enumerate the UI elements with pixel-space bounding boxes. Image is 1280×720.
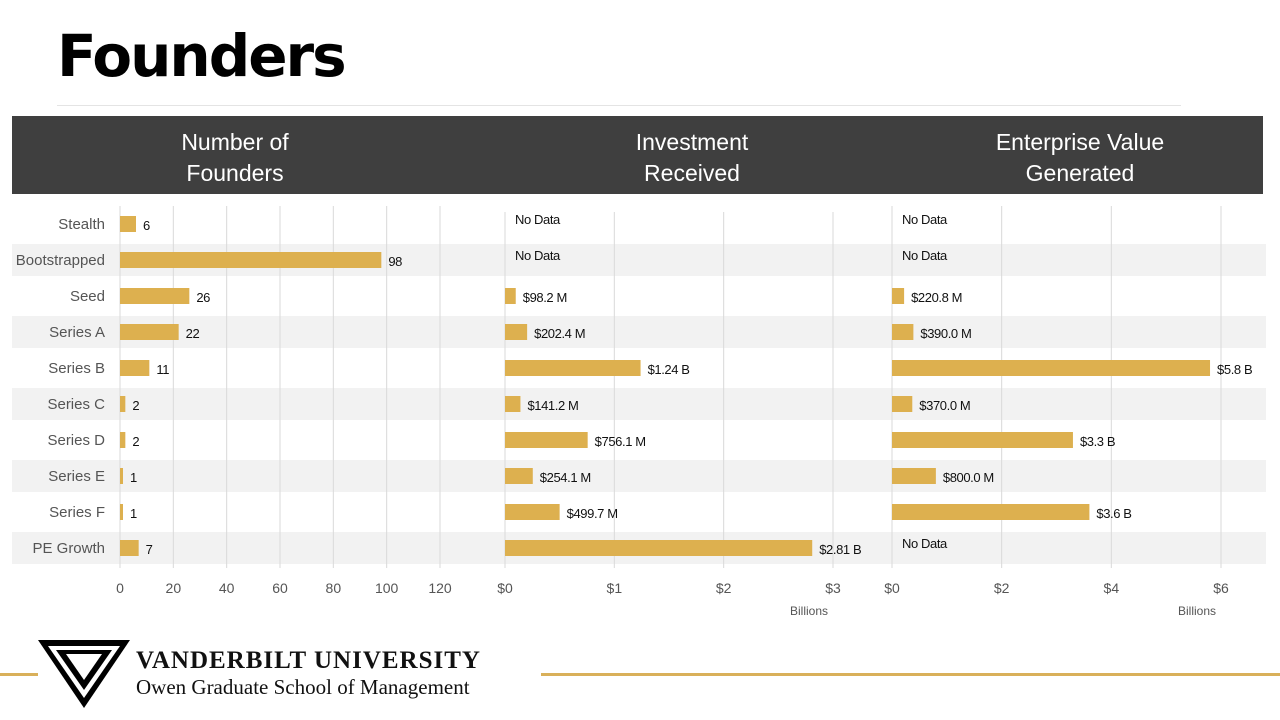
row-stripe bbox=[12, 388, 1266, 420]
no-data-label: No Data bbox=[902, 248, 948, 263]
axis-unit-label: Billions bbox=[790, 604, 828, 618]
category-label: PE Growth bbox=[32, 540, 105, 557]
data-label: $98.2 M bbox=[523, 290, 567, 305]
footer-rule-left bbox=[0, 673, 38, 676]
data-label: $141.2 M bbox=[527, 398, 578, 413]
bar bbox=[120, 468, 123, 484]
bar bbox=[505, 432, 588, 448]
data-label: $390.0 M bbox=[920, 326, 971, 341]
x-tick-label: 20 bbox=[166, 580, 182, 596]
bar bbox=[505, 360, 641, 376]
bar bbox=[892, 360, 1211, 376]
bar bbox=[505, 324, 528, 340]
category-label: Series D bbox=[47, 432, 105, 449]
data-label: $2.81 B bbox=[819, 542, 861, 557]
category-label: Seed bbox=[70, 288, 105, 305]
no-data-label: No Data bbox=[515, 248, 561, 263]
data-label: $3.3 B bbox=[1080, 434, 1115, 449]
bar bbox=[120, 396, 126, 412]
x-tick-label: 60 bbox=[272, 580, 288, 596]
data-label: $220.8 M bbox=[911, 290, 962, 305]
school-name: Owen Graduate School of Management bbox=[136, 675, 470, 699]
data-label: 98 bbox=[388, 254, 402, 269]
title-divider bbox=[57, 105, 1181, 106]
x-tick-label: $2 bbox=[716, 580, 732, 596]
data-label: 2 bbox=[132, 434, 139, 449]
bar bbox=[120, 432, 126, 448]
data-label: 1 bbox=[130, 470, 137, 485]
x-tick-label: 40 bbox=[219, 580, 235, 596]
x-tick-label: 0 bbox=[116, 580, 124, 596]
bar bbox=[892, 468, 936, 484]
x-tick-label: 100 bbox=[375, 580, 399, 596]
data-label: $202.4 M bbox=[534, 326, 585, 341]
category-label: Series E bbox=[48, 468, 105, 485]
bar bbox=[120, 216, 136, 232]
bar bbox=[120, 504, 123, 520]
bar bbox=[505, 468, 533, 484]
bar bbox=[120, 540, 139, 556]
category-label: Bootstrapped bbox=[16, 252, 105, 269]
data-label: $499.7 M bbox=[567, 506, 618, 521]
bar bbox=[120, 288, 190, 304]
data-label: 7 bbox=[146, 542, 153, 557]
data-label: 2 bbox=[132, 398, 139, 413]
x-tick-label: 80 bbox=[326, 580, 342, 596]
bar bbox=[120, 252, 382, 268]
bar bbox=[505, 540, 813, 556]
data-label: $3.6 B bbox=[1096, 506, 1131, 521]
bar bbox=[505, 288, 516, 304]
bar bbox=[892, 324, 914, 340]
no-data-label: No Data bbox=[515, 212, 561, 227]
x-tick-label: $6 bbox=[1213, 580, 1229, 596]
row-stripe bbox=[12, 460, 1266, 492]
bar bbox=[120, 324, 179, 340]
no-data-label: No Data bbox=[902, 212, 948, 227]
column-header-band bbox=[12, 116, 1263, 194]
data-label: 11 bbox=[156, 362, 169, 377]
category-label: Series C bbox=[47, 396, 105, 413]
x-tick-label: $1 bbox=[607, 580, 623, 596]
data-label: $254.1 M bbox=[540, 470, 591, 485]
footer-rule-right bbox=[541, 673, 1280, 676]
header-investment-received: Investment Received bbox=[635, 129, 749, 186]
category-label: Series F bbox=[49, 504, 105, 521]
x-tick-label: $0 bbox=[497, 580, 513, 596]
data-label: $1.24 B bbox=[648, 362, 690, 377]
data-label: 6 bbox=[143, 218, 150, 233]
data-label: $756.1 M bbox=[595, 434, 646, 449]
data-label: $800.0 M bbox=[943, 470, 994, 485]
header-number-of-founders: Number of Founders bbox=[181, 129, 289, 186]
data-label: 1 bbox=[130, 506, 137, 521]
x-tick-label: $3 bbox=[825, 580, 841, 596]
data-label: 26 bbox=[196, 290, 210, 305]
x-tick-label: 120 bbox=[428, 580, 452, 596]
data-label: 22 bbox=[186, 326, 200, 341]
bar bbox=[505, 504, 560, 520]
bar bbox=[892, 288, 905, 304]
category-label: Series A bbox=[49, 324, 105, 341]
vanderbilt-v-logo bbox=[38, 640, 130, 708]
university-name: VANDERBILT UNIVERSITY bbox=[136, 647, 481, 674]
axis-unit-label: Billions bbox=[1178, 604, 1216, 618]
x-tick-label: $4 bbox=[1104, 580, 1120, 596]
data-label: $5.8 B bbox=[1217, 362, 1252, 377]
data-label: $370.0 M bbox=[919, 398, 970, 413]
x-tick-label: $2 bbox=[994, 580, 1010, 596]
page-title: Founders bbox=[57, 22, 347, 90]
category-label: Stealth bbox=[58, 216, 105, 233]
x-tick-label: $0 bbox=[884, 580, 900, 596]
bar bbox=[120, 360, 150, 376]
bar bbox=[505, 396, 521, 412]
bar bbox=[892, 432, 1073, 448]
category-label: Series B bbox=[48, 360, 105, 377]
row-stripe bbox=[12, 316, 1266, 348]
header-enterprise-value: Enterprise Value Generated bbox=[995, 129, 1165, 186]
no-data-label: No Data bbox=[902, 536, 948, 551]
bar bbox=[892, 504, 1090, 520]
bar bbox=[892, 396, 913, 412]
